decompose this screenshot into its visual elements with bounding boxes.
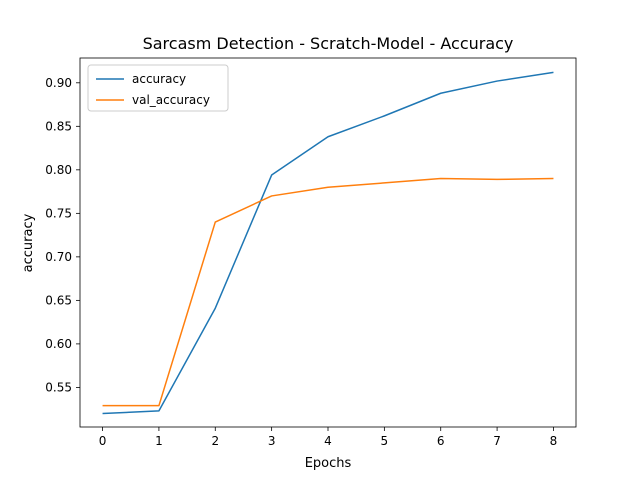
y-tick-label: 0.75: [45, 206, 72, 220]
series-line-val-accuracy: [102, 177, 554, 407]
axes-frame: [79, 57, 577, 428]
x-tick-label: 2: [211, 434, 219, 448]
x-tick-label: 1: [155, 434, 163, 448]
y-axis-label: accuracy: [21, 213, 36, 272]
y-tick-label: 0.60: [45, 337, 72, 351]
legend-label-val-accuracy: val_accuracy: [132, 93, 210, 107]
y-tick-label: 0.65: [45, 293, 72, 307]
y-tick-label: 0.70: [45, 250, 72, 264]
x-tick-label: 0: [99, 434, 107, 448]
chart-title: Sarcasm Detection - Scratch-Model - Accu…: [143, 34, 514, 53]
y-tick-label: 0.80: [45, 163, 72, 177]
y-tick-label: 0.85: [45, 119, 72, 133]
axis-ticks: 0 1 2 3 4 5 6 7 8 0.55 0.60 0.65 0.70 0.75 0.80 0.85 0.9…: [45, 76, 557, 448]
y-tick-label: 0.90: [45, 76, 72, 90]
series-line-accuracy: [102, 71, 554, 415]
x-tick-label: 4: [324, 434, 332, 448]
x-tick-label: 8: [550, 434, 558, 448]
plot-lines: [102, 71, 554, 415]
x-tick-label: 3: [268, 434, 276, 448]
x-axis-label: Epochs: [305, 456, 352, 471]
x-tick-label: 6: [437, 434, 445, 448]
x-tick-label: 5: [381, 434, 389, 448]
legend: accuracy val_accuracy: [87, 64, 229, 112]
y-tick-label: 0.55: [45, 380, 72, 394]
x-tick-label: 7: [493, 434, 501, 448]
legend-label-accuracy: accuracy: [132, 72, 186, 86]
